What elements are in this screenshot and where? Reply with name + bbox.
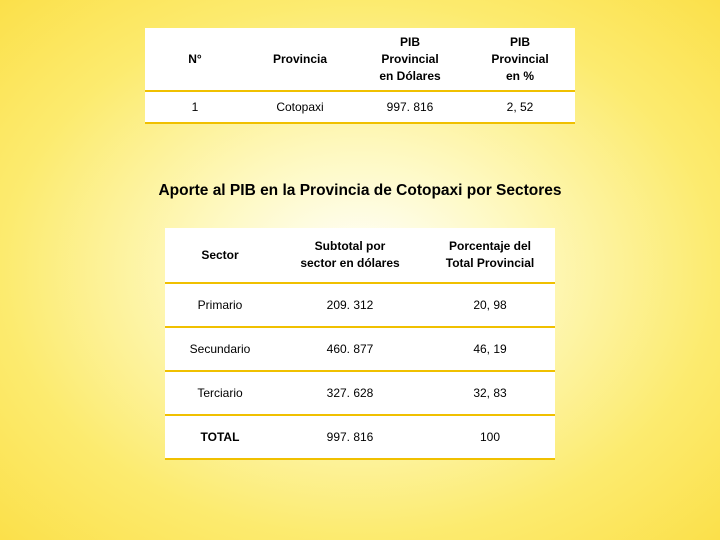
pib-table: N° Provincia PIBProvincialen Dólares PIB… <box>145 28 575 124</box>
col-provincia: Provincia <box>245 28 355 91</box>
cell-sector: Primario <box>165 283 275 327</box>
section-heading: Aporte al PIB en la Provincia de Cotopax… <box>0 182 720 200</box>
col-subtotal: Subtotal porsector en dólares <box>275 228 425 283</box>
cell-n: 1 <box>145 91 245 123</box>
table-row: 1 Cotopaxi 997. 816 2, 52 <box>145 91 575 123</box>
cell-subtotal: 327. 628 <box>275 371 425 415</box>
cell-pct: 2, 52 <box>465 91 575 123</box>
cell-provincia: Cotopaxi <box>245 91 355 123</box>
table-row-total: TOTAL 997. 816 100 <box>165 415 555 459</box>
cell-pct: 46, 19 <box>425 327 555 371</box>
col-pib-pct: PIBProvincialen % <box>465 28 575 91</box>
table-header-row: Sector Subtotal porsector en dólares Por… <box>165 228 555 283</box>
sector-table: Sector Subtotal porsector en dólares Por… <box>165 228 555 460</box>
cell-pct: 32, 83 <box>425 371 555 415</box>
cell-sector: Terciario <box>165 371 275 415</box>
col-n: N° <box>145 28 245 91</box>
col-porcentaje: Porcentaje delTotal Provincial <box>425 228 555 283</box>
cell-sector: TOTAL <box>165 415 275 459</box>
col-sector: Sector <box>165 228 275 283</box>
table-row: Terciario 327. 628 32, 83 <box>165 371 555 415</box>
cell-sector: Secundario <box>165 327 275 371</box>
table-header-row: N° Provincia PIBProvincialen Dólares PIB… <box>145 28 575 91</box>
col-pib-dolares: PIBProvincialen Dólares <box>355 28 465 91</box>
cell-dolares: 997. 816 <box>355 91 465 123</box>
cell-subtotal: 460. 877 <box>275 327 425 371</box>
cell-pct: 20, 98 <box>425 283 555 327</box>
table-row: Secundario 460. 877 46, 19 <box>165 327 555 371</box>
table-row: Primario 209. 312 20, 98 <box>165 283 555 327</box>
cell-subtotal: 209. 312 <box>275 283 425 327</box>
cell-subtotal: 997. 816 <box>275 415 425 459</box>
cell-pct: 100 <box>425 415 555 459</box>
